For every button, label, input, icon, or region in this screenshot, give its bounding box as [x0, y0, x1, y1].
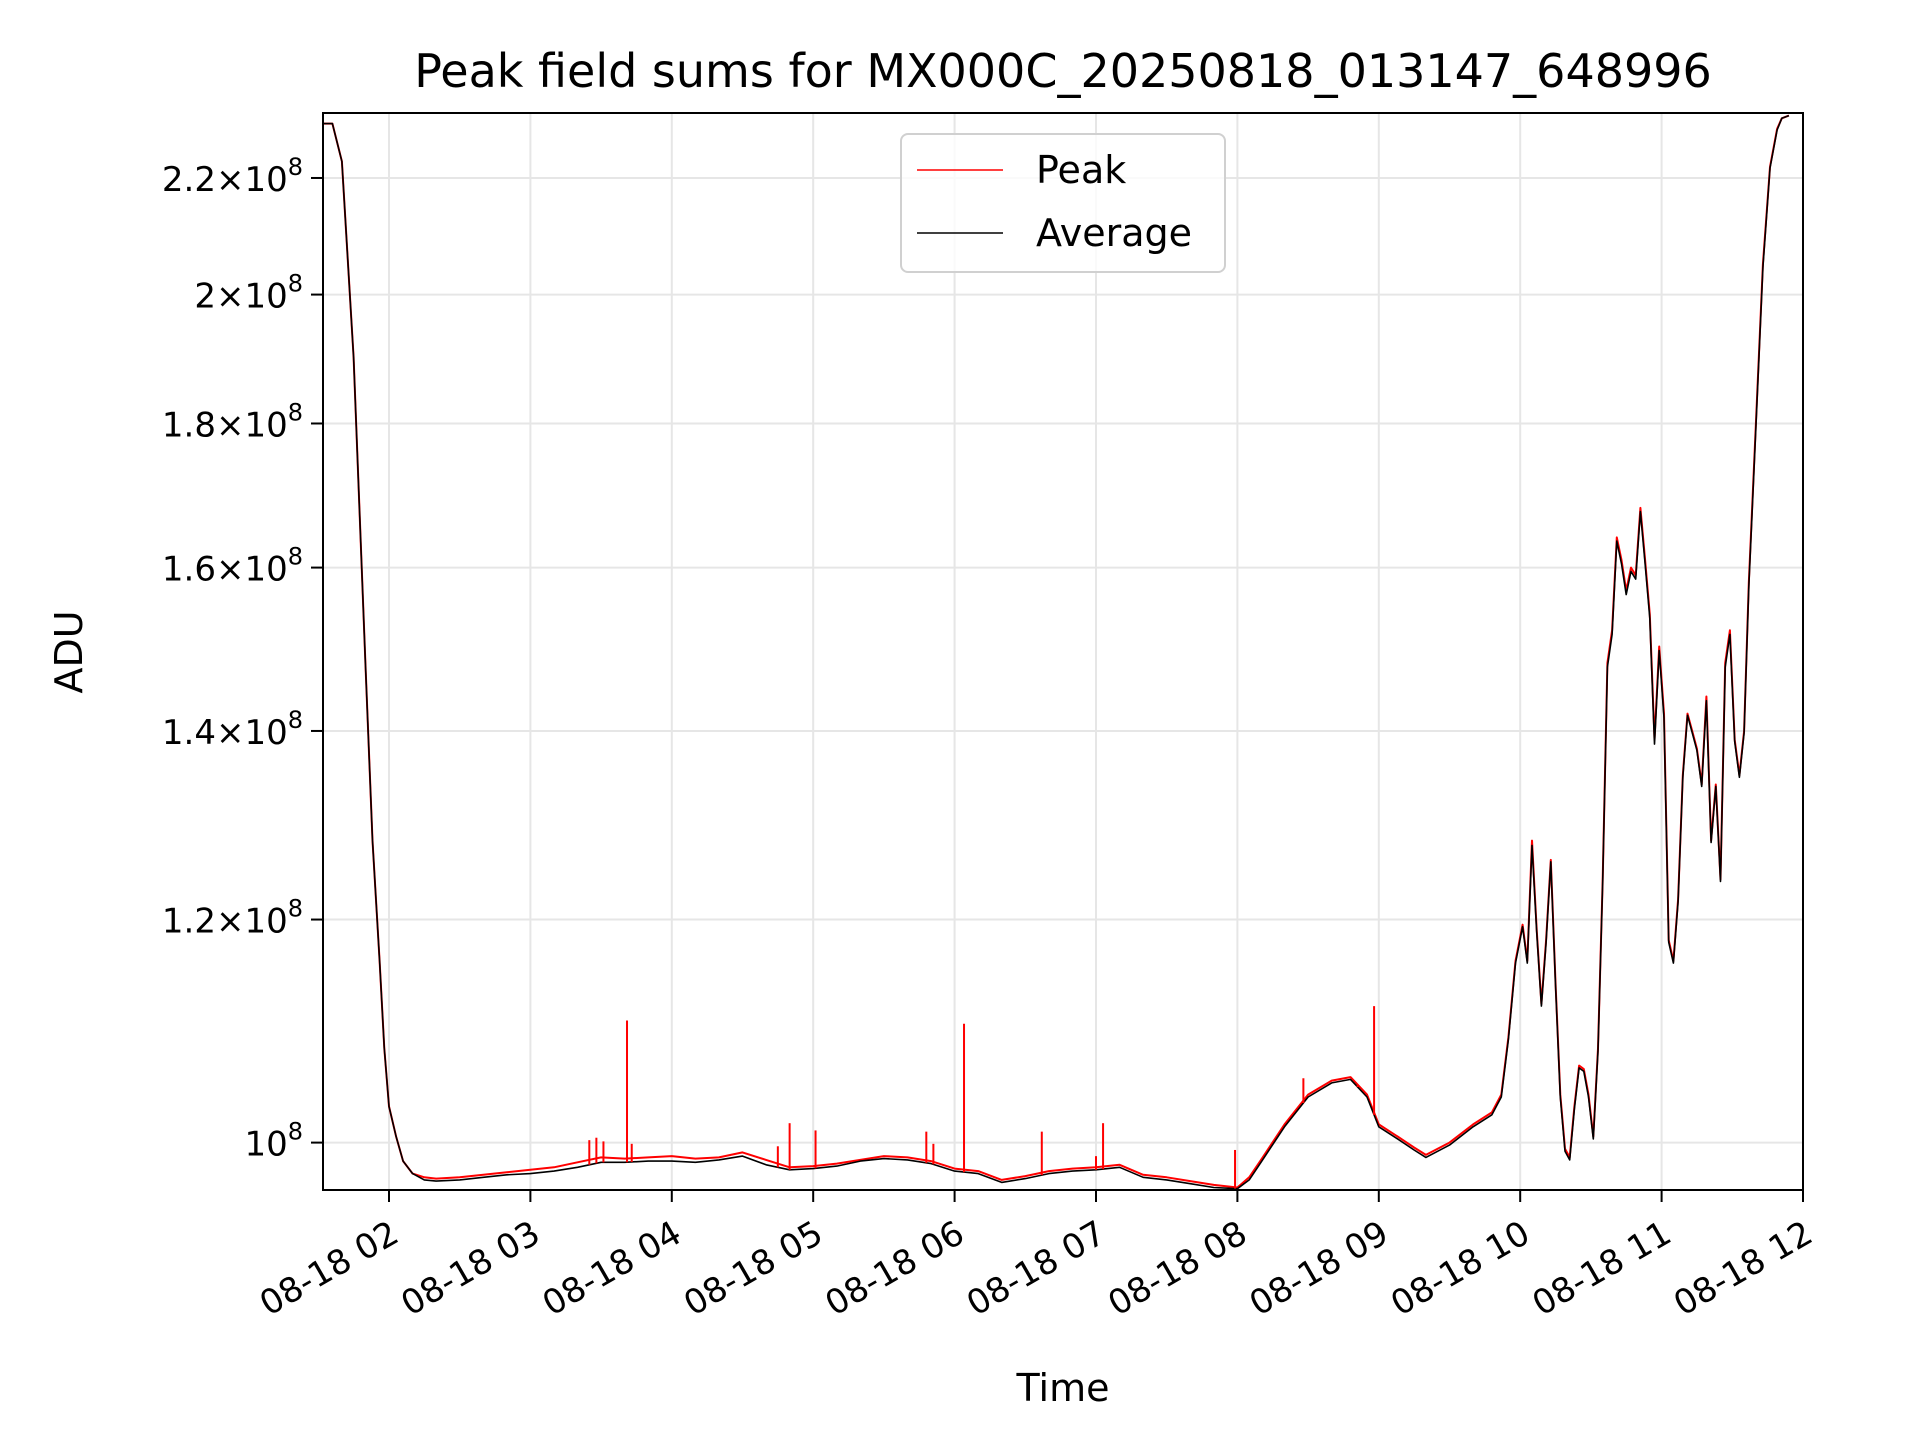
- y-tick-label: 2×108: [194, 270, 303, 317]
- y-tick-label: 1.8×108: [162, 398, 303, 445]
- y-tick-label: 108: [244, 1118, 303, 1165]
- y-tick-label: 1.2×108: [162, 895, 303, 942]
- x-axis-label: Time: [1016, 1366, 1110, 1410]
- legend-box: [900, 133, 1226, 273]
- y-tick-label: 1.6×108: [162, 543, 303, 590]
- legend-label-average: Average: [1036, 211, 1192, 255]
- plot-frame: [322, 112, 1804, 1191]
- series-layer: [323, 114, 1790, 1190]
- chart-title: Peak field sums for MX000C_20250818_0131…: [414, 44, 1712, 98]
- y-axis-label: ADU: [47, 610, 91, 693]
- legend: Peak Average: [900, 133, 1226, 273]
- y-tick-label: 1.4×108: [162, 706, 303, 753]
- y-axis-ticks: 108 1.2×108 1.4×108 1.6×108 1.8×108 2×108 2.2×…: [162, 153, 323, 1165]
- y-tick-label: 2.2×108: [162, 153, 303, 200]
- legend-label-peak: Peak: [1036, 148, 1126, 192]
